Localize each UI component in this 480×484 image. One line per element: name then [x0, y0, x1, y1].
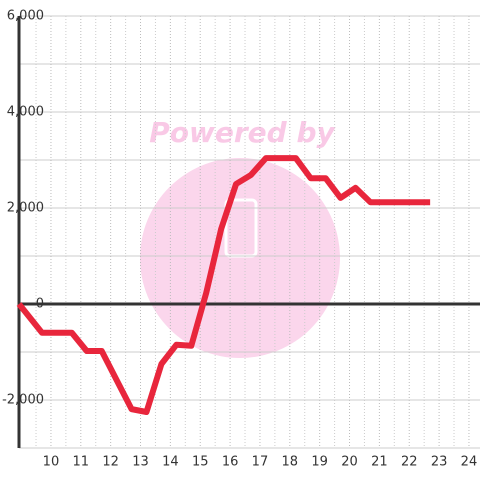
x-tick-label: 16 — [222, 455, 239, 470]
x-tick-label: 15 — [192, 455, 209, 470]
x-tick-label: 23 — [431, 455, 448, 470]
y-tick-label: 2,000 — [7, 201, 44, 216]
x-tick-label: 18 — [282, 455, 299, 470]
data-line — [16, 155, 431, 415]
x-tick-label: 22 — [401, 455, 418, 470]
x-tick-label: 24 — [461, 455, 478, 470]
x-tick-label: 13 — [132, 455, 149, 470]
y-tick-label: 0 — [36, 297, 44, 312]
y-tick-label: 4,000 — [7, 105, 44, 120]
watermark: Powered by — [149, 116, 336, 149]
x-tick-label: 20 — [341, 455, 358, 470]
x-tick-label: 17 — [252, 455, 269, 470]
x-tick-label: 12 — [102, 455, 119, 470]
x-tick-label: 11 — [73, 455, 90, 470]
x-tick-label: 19 — [311, 455, 328, 470]
x-tick-label: 21 — [371, 455, 388, 470]
y-tick-label: -2,000 — [2, 393, 44, 408]
x-tick-label: 14 — [162, 455, 179, 470]
y-tick-label: 6,000 — [7, 9, 44, 24]
x-tick-label: 10 — [43, 455, 60, 470]
